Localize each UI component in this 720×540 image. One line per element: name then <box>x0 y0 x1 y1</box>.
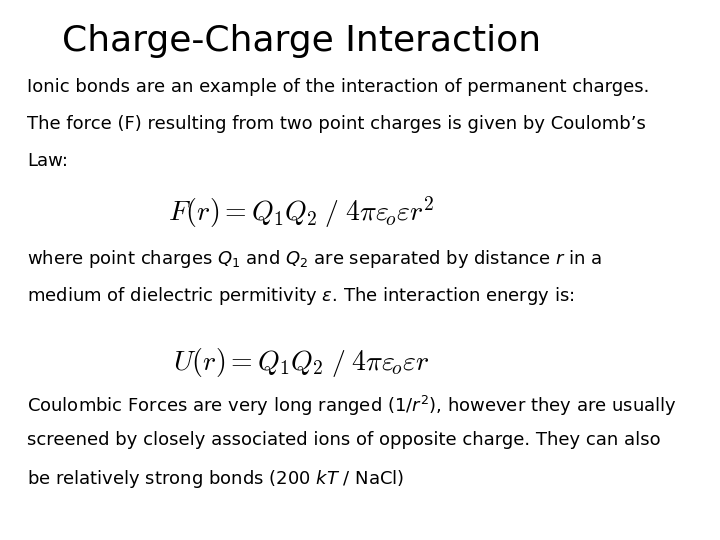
Text: Coulombic Forces are very long ranged (1/$r^2$), however they are usually: Coulombic Forces are very long ranged (1… <box>27 394 677 418</box>
Text: $U(r) = Q_1Q_2\;/\;4\pi\varepsilon_{\!o}\varepsilon r$: $U(r) = Q_1Q_2\;/\;4\pi\varepsilon_{\!o}… <box>174 346 430 379</box>
Text: be relatively strong bonds (200 $kT$ / NaCl): be relatively strong bonds (200 $kT$ / N… <box>27 468 405 490</box>
Text: screened by closely associated ions of opposite charge. They can also: screened by closely associated ions of o… <box>27 431 661 449</box>
Text: Law:: Law: <box>27 152 68 170</box>
Text: The force (F) resulting from two point charges is given by Coulomb’s: The force (F) resulting from two point c… <box>27 115 646 133</box>
Text: Ionic bonds are an example of the interaction of permanent charges.: Ionic bonds are an example of the intera… <box>27 78 649 96</box>
Text: medium of dielectric permitivity $\varepsilon$. The interaction energy is:: medium of dielectric permitivity $\varep… <box>27 285 575 307</box>
Text: where point charges $Q_1$ and $Q_2$ are separated by distance $r$ in a: where point charges $Q_1$ and $Q_2$ are … <box>27 248 603 271</box>
Text: Charge-Charge Interaction: Charge-Charge Interaction <box>62 24 541 58</box>
Text: $F(r) = Q_1Q_2\;/\;4\pi\varepsilon_{\!o}\varepsilon r^2$: $F(r) = Q_1Q_2\;/\;4\pi\varepsilon_{\!o}… <box>168 194 435 230</box>
